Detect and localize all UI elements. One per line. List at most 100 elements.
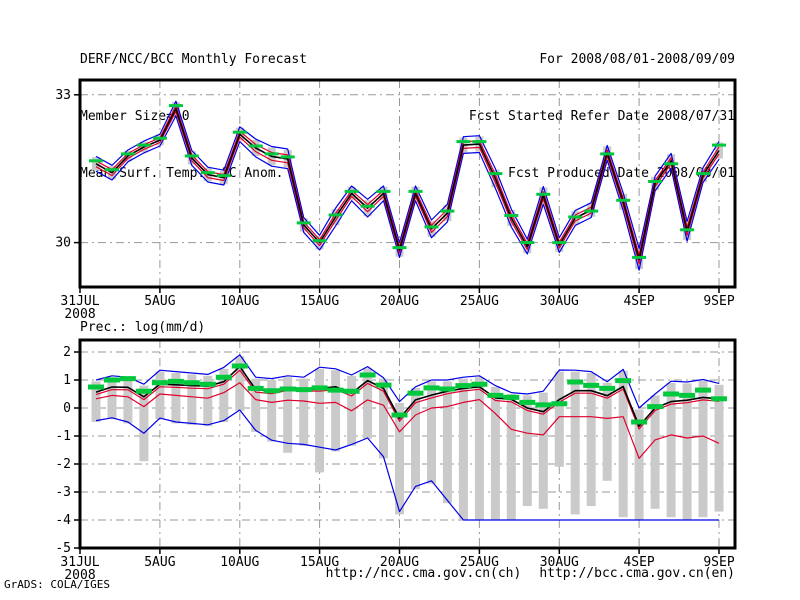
x-tick-label: 31JUL bbox=[60, 294, 99, 309]
observation-dashes bbox=[88, 363, 727, 425]
ensemble-range-bar bbox=[395, 403, 404, 515]
ensemble-upper-quartile-line bbox=[95, 369, 720, 430]
y-tick-label: 2 bbox=[63, 345, 71, 360]
x-tick-label: 10AUG bbox=[220, 555, 259, 570]
ensemble-range-bar bbox=[92, 157, 100, 171]
observation-dashes bbox=[89, 104, 726, 259]
footer-urls: http://ncc.cma.gov.cn(ch) http://bcc.cma.… bbox=[326, 566, 735, 581]
precipitation-chart-title: Prec.: log(mm/d) bbox=[80, 320, 206, 335]
prec-plot-border bbox=[78, 338, 737, 550]
ensemble-max-line bbox=[95, 100, 720, 250]
y-tick-label: 33 bbox=[55, 88, 71, 103]
ensemble-range-bar bbox=[315, 368, 325, 473]
x-tick-label: 15AUG bbox=[300, 555, 339, 570]
y-tick-label: 0 bbox=[63, 401, 71, 416]
x-tick-label: 9SEP bbox=[703, 294, 734, 309]
ensemble-range-bar bbox=[634, 409, 644, 520]
x-tick-sublabel: 2008 bbox=[64, 307, 95, 322]
x-tick-label: 31JUL bbox=[60, 555, 99, 570]
ncc-url-text: http://ncc.cma.gov.cn(ch) bbox=[325, 566, 522, 581]
ensemble-range-bar bbox=[506, 394, 516, 520]
x-tick-label: 30AUG bbox=[540, 555, 579, 570]
ensemble-range-bar bbox=[538, 392, 548, 509]
ensemble-range-bar bbox=[379, 378, 388, 459]
ensemble-range-bar bbox=[219, 368, 229, 422]
ensemble-range-bar-group bbox=[92, 101, 723, 270]
forecast-period-label: For 2008/08/01-2008/09/09 bbox=[539, 52, 735, 67]
x-tick-sublabel: 2008 bbox=[64, 568, 95, 583]
ensemble-range-bar bbox=[570, 371, 580, 515]
x-tick-label: 20AUG bbox=[380, 555, 419, 570]
x-tick-label: 4SEP bbox=[623, 294, 654, 309]
ensemble-range-bar bbox=[203, 375, 213, 427]
ensemble-range-bar bbox=[650, 395, 660, 509]
grads-credit: GrADS: COLA/IGES bbox=[4, 578, 110, 591]
ensemble-range-bar bbox=[586, 373, 596, 506]
ensemble-range-bar bbox=[427, 381, 436, 484]
x-tick-label: 20AUG bbox=[380, 294, 419, 309]
plot-title: DERF/NCC/BCC Monthly Forecast bbox=[80, 52, 307, 67]
header-left: DERF/NCC/BCC Monthly Forecast Member Siz… bbox=[80, 12, 307, 221]
x-tick-label: 5AUG bbox=[144, 294, 175, 309]
temp-y-axis: 30 33 bbox=[55, 88, 735, 251]
ensemble-range-bar bbox=[107, 377, 117, 420]
ensemble-range-bar bbox=[411, 387, 420, 490]
ensemble-range-bar bbox=[331, 370, 341, 452]
x-tick-label: 25AUG bbox=[460, 294, 499, 309]
x-tick-label: 4SEP bbox=[623, 555, 654, 570]
ensemble-range-bar bbox=[714, 384, 724, 512]
ensemble-range-bar bbox=[123, 378, 133, 424]
y-tick-label: 30 bbox=[55, 236, 71, 251]
bcc-url-text: http://bcc.cma.gov.cn(en) bbox=[539, 566, 735, 581]
ensemble-range-bar bbox=[91, 381, 101, 422]
ensemble-mean-line bbox=[95, 107, 720, 261]
ensemble-range-bar bbox=[522, 395, 532, 506]
ensemble-range-bar bbox=[267, 380, 277, 442]
ensemble-range-bar bbox=[666, 382, 676, 518]
header-right: For 2008/08/01-2008/09/09 Fcst Started R… bbox=[469, 12, 735, 221]
ensemble-range-bar bbox=[618, 370, 628, 518]
ensemble-range-bar bbox=[139, 385, 149, 462]
y-tick-label: -3 bbox=[55, 485, 71, 500]
ensemble-range-bar bbox=[299, 378, 309, 446]
ensemble-range-bar bbox=[490, 387, 500, 520]
ensemble-range-bar bbox=[442, 381, 452, 504]
ensemble-range-bar bbox=[602, 382, 612, 481]
temperature-chart-title: Mean Surf. Temp.: °C Anom. bbox=[80, 166, 284, 181]
ensemble-range-bar bbox=[474, 377, 484, 520]
ensemble-range-bar bbox=[283, 377, 293, 453]
x-tick-label: 10AUG bbox=[220, 294, 259, 309]
ensemble-lower-quartile-line bbox=[95, 382, 720, 459]
ensemble-range-bar bbox=[251, 378, 261, 432]
y-tick-label: -4 bbox=[55, 513, 71, 528]
ensemble-range-bar bbox=[155, 371, 165, 420]
y-tick-label: -1 bbox=[55, 429, 71, 444]
ensemble-min-line bbox=[95, 409, 719, 521]
temp-plot-border bbox=[78, 78, 737, 289]
ensemble-range-bar bbox=[363, 368, 373, 439]
y-tick-label: -2 bbox=[55, 457, 71, 472]
ensemble-range-bar bbox=[554, 371, 564, 467]
member-size-label: Member Size=40 bbox=[80, 109, 190, 124]
ensemble-range-bar bbox=[682, 383, 692, 520]
refer-date-label: Fcst Started Refer Date 2008/07/31 bbox=[468, 109, 735, 124]
y-tick-label: -5 bbox=[55, 541, 71, 556]
x-tick-label: 15AUG bbox=[300, 294, 339, 309]
ensemble-range-bar bbox=[458, 378, 468, 520]
x-tick-label: 9SEP bbox=[703, 555, 734, 570]
x-tick-label: 30AUG bbox=[540, 294, 579, 309]
ensemble-lower-quartile-line bbox=[95, 110, 720, 265]
y-tick-label: 1 bbox=[63, 373, 71, 388]
ensemble-upper-quartile-line bbox=[95, 104, 720, 256]
ensemble-range-bar bbox=[171, 373, 181, 424]
ensemble-min-line bbox=[95, 115, 720, 271]
x-tick-label: 25AUG bbox=[460, 555, 499, 570]
ensemble-range-bar bbox=[698, 380, 708, 518]
x-tick-label: 5AUG bbox=[144, 555, 175, 570]
